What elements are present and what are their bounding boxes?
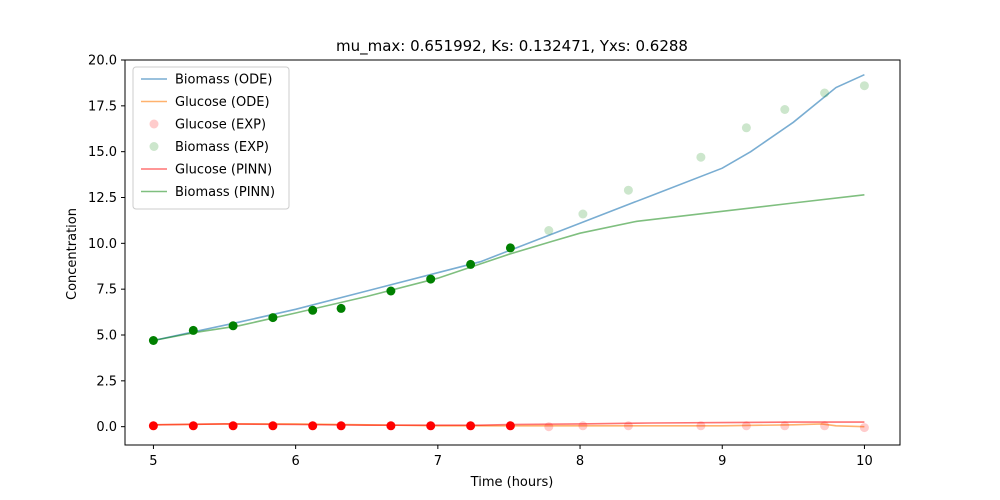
series-7-point: [308, 421, 317, 430]
y-tick-label: 15.0: [88, 145, 117, 160]
x-tick-label: 5: [149, 454, 157, 469]
series-7-point: [337, 421, 346, 430]
y-tick-label: 10.0: [88, 237, 117, 252]
biomass-exp-point: [624, 186, 633, 195]
series-6-point: [308, 306, 317, 315]
legend-label-glucose-exp: Glucose (EXP): [175, 118, 266, 133]
y-axis-label: Concentration: [65, 208, 80, 300]
series-7-point: [149, 421, 158, 430]
series-7-point: [466, 421, 475, 430]
biomass-exp-point: [820, 89, 829, 98]
legend-label-biomass-ode: Biomass (ODE): [175, 73, 272, 88]
x-tick-label: 10: [856, 454, 873, 469]
legend-label-biomass-pinn: Biomass (PINN): [175, 185, 275, 200]
series-7-point: [426, 421, 435, 430]
y-tick-label: 0.0: [96, 420, 117, 435]
y-tick-label: 7.5: [96, 283, 117, 298]
series-6-point: [189, 326, 198, 335]
biomass-exp-point: [544, 226, 553, 235]
legend-swatch-biomass-exp: [150, 142, 159, 151]
series-7-point: [506, 421, 515, 430]
x-tick-label: 8: [576, 454, 584, 469]
y-tick-label: 17.5: [88, 99, 117, 114]
biomass-exp-point: [860, 81, 869, 90]
series-6-point: [386, 287, 395, 296]
y-tick-label: 20.0: [88, 54, 117, 69]
series-6-point: [229, 321, 238, 330]
y-tick-label: 5.0: [96, 329, 117, 344]
glucose-exp-point: [860, 423, 869, 432]
biomass-exp-point: [742, 123, 751, 132]
x-tick-label: 7: [434, 454, 442, 469]
legend-label-glucose-pinn: Glucose (PINN): [175, 163, 272, 178]
series-7-point: [386, 421, 395, 430]
biomass-exp-point: [696, 153, 705, 162]
legend-swatch-glucose-exp: [150, 120, 159, 129]
series-6-point: [149, 336, 158, 345]
series-6-point: [337, 304, 346, 313]
series-6-point: [506, 243, 515, 252]
series-7-point: [229, 421, 238, 430]
biomass-exp-point: [780, 105, 789, 114]
legend: Biomass (ODE) Glucose (ODE) Glucose (EXP) B…: [133, 67, 289, 209]
glucose-exp-point: [578, 421, 587, 430]
series-6-point: [466, 260, 475, 269]
x-axis-label: Time (hours): [470, 475, 554, 490]
legend-label-biomass-exp: Biomass (EXP): [175, 140, 269, 155]
biomass-exp-point: [578, 210, 587, 219]
legend-label-glucose-ode: Glucose (ODE): [175, 95, 270, 110]
series-7-point: [189, 421, 198, 430]
series-7-point: [268, 421, 277, 430]
x-tick-label: 6: [292, 454, 300, 469]
series-6-point: [268, 313, 277, 322]
x-tick-label: 9: [718, 454, 726, 469]
series-6-point: [426, 275, 435, 284]
y-tick-label: 2.5: [96, 374, 117, 389]
y-tick-label: 12.5: [88, 191, 117, 206]
chart-title: mu_max: 0.651992, Ks: 0.132471, Yxs: 0.6…: [336, 37, 688, 56]
